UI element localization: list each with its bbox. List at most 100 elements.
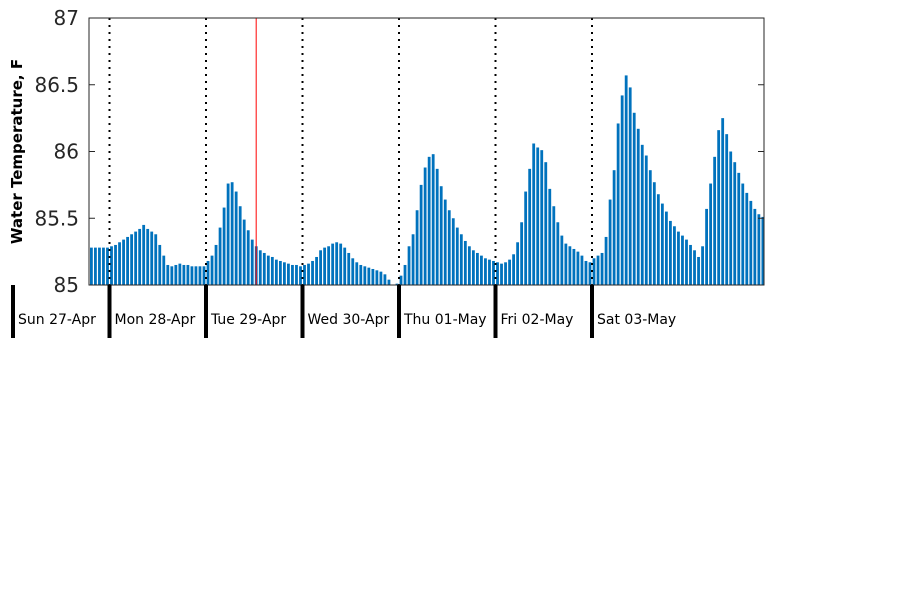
bar — [383, 274, 387, 285]
bar — [439, 186, 443, 285]
bar — [194, 266, 198, 285]
day-label: Mon 28-Apr — [115, 312, 196, 328]
bar — [484, 258, 487, 285]
bar — [544, 162, 548, 285]
bar — [516, 242, 520, 285]
bar — [367, 267, 371, 285]
bar — [588, 262, 592, 285]
bar — [423, 167, 427, 285]
bar — [363, 266, 367, 285]
bar — [616, 123, 620, 285]
bar — [628, 87, 632, 285]
bar — [725, 134, 729, 285]
y-tick-label: 87 — [54, 6, 79, 30]
bar — [411, 234, 415, 285]
bar — [757, 214, 761, 285]
bar — [222, 207, 226, 285]
bar — [435, 168, 439, 285]
bar — [371, 268, 375, 285]
bar — [122, 239, 125, 285]
bar — [713, 156, 717, 285]
bar — [387, 279, 391, 285]
bar — [536, 147, 540, 285]
bar — [576, 251, 580, 286]
bar — [319, 250, 322, 285]
bar — [166, 264, 170, 285]
bar — [150, 231, 154, 285]
bar — [552, 206, 556, 285]
bar — [190, 266, 194, 285]
bar — [138, 228, 142, 285]
bar — [335, 242, 339, 285]
bar — [504, 262, 507, 285]
bar — [339, 243, 343, 285]
bar — [158, 244, 162, 285]
y-axis: 85 85.5 86 86.5 87 — [34, 6, 764, 297]
bar — [174, 264, 178, 285]
bar — [230, 182, 234, 285]
bar — [753, 208, 757, 285]
bar — [669, 220, 672, 285]
bar — [761, 216, 765, 285]
day-label: Tue 29-Apr — [210, 312, 286, 328]
bar — [415, 210, 419, 285]
bar — [500, 263, 503, 285]
bar — [170, 266, 174, 285]
bar — [508, 259, 511, 285]
bar — [572, 248, 576, 285]
bar — [652, 182, 656, 285]
y-tick-label: 86 — [54, 140, 79, 164]
bar — [274, 259, 278, 285]
bar — [403, 264, 407, 285]
bar — [106, 247, 109, 285]
bar — [98, 247, 101, 285]
bar — [379, 271, 383, 285]
bar — [701, 246, 704, 285]
bar — [134, 231, 138, 285]
bar — [681, 235, 684, 285]
bar — [540, 150, 544, 285]
bar — [142, 224, 146, 285]
bar — [283, 262, 286, 285]
y-tick-label: 86.5 — [34, 73, 79, 97]
bar — [198, 266, 202, 285]
x-axis-day-labels: Sun 27-Apr Mon 28-Apr Tue 29-Apr Wed 30-Apr… — [11, 285, 676, 338]
bar — [596, 255, 600, 285]
bar — [118, 242, 121, 285]
day-separators — [108, 18, 593, 285]
bar — [266, 255, 270, 285]
bar — [250, 239, 254, 285]
bar — [721, 118, 725, 286]
bar — [258, 250, 262, 285]
bar — [327, 246, 331, 285]
bar — [488, 259, 491, 285]
bar — [186, 264, 190, 285]
bar — [689, 244, 692, 285]
bar — [210, 255, 214, 285]
bar — [709, 183, 713, 285]
bar — [660, 203, 664, 285]
bar — [620, 95, 624, 286]
bar — [182, 264, 186, 285]
bar — [295, 264, 298, 285]
bar — [644, 155, 648, 285]
bar — [480, 255, 483, 285]
bar — [178, 263, 182, 285]
bar — [455, 227, 459, 285]
bar — [419, 184, 423, 286]
bar — [705, 208, 708, 285]
bar — [130, 234, 134, 285]
bar — [496, 262, 499, 285]
bar — [126, 236, 129, 285]
bar — [592, 258, 596, 285]
bar — [427, 156, 431, 285]
bar — [745, 192, 749, 285]
bar — [476, 252, 479, 285]
bar — [447, 210, 451, 285]
bar — [307, 263, 310, 285]
bar — [270, 256, 274, 285]
bar — [218, 227, 222, 285]
bar — [407, 246, 411, 285]
bar — [359, 264, 363, 285]
